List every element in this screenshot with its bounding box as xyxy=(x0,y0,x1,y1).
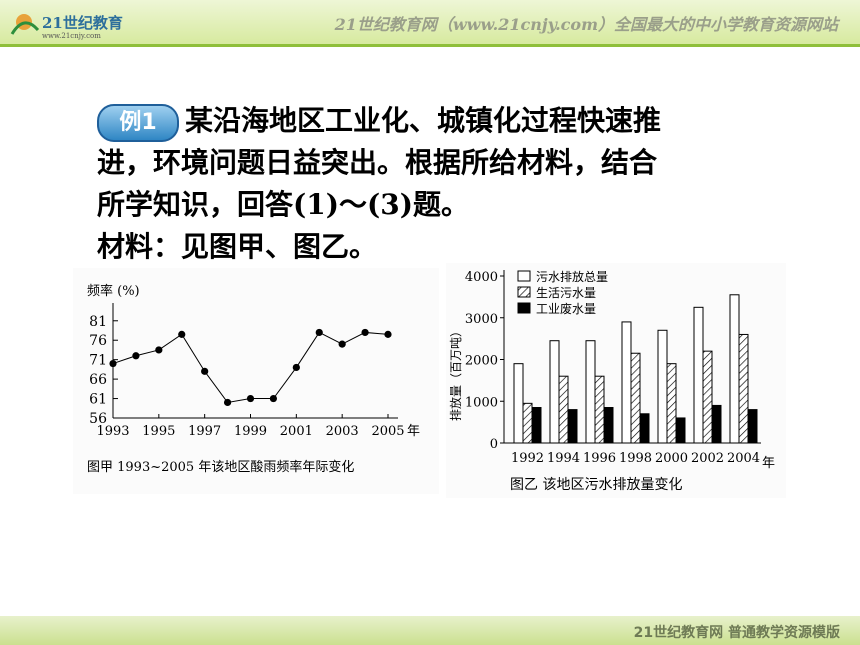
chart1-ylabel: 频率 (%) xyxy=(87,283,140,299)
chart2-bar xyxy=(711,404,722,444)
chart2-bar xyxy=(594,375,605,444)
chart1-point xyxy=(109,359,117,368)
chart1-point xyxy=(384,330,392,338)
chart2-bar xyxy=(675,417,686,444)
chart2-bar xyxy=(513,363,524,444)
chart1-point xyxy=(155,346,163,354)
question-line-4: 材料：见图甲、图乙。 xyxy=(97,230,378,263)
chart2-y-tick-label: 1000 xyxy=(465,395,498,410)
chart1-x-tick-label: 1999 xyxy=(234,424,267,439)
chart2-legend-swatch xyxy=(517,302,531,314)
chart1-x-unit: 年 xyxy=(407,424,420,439)
chart2-x-tick-label: 1994 xyxy=(547,451,580,466)
chart1-point xyxy=(178,330,186,338)
chart1-y-tick-label: 66 xyxy=(89,372,107,388)
chart2-bar xyxy=(603,407,614,444)
chart2-legend-swatch xyxy=(517,270,531,282)
chart1-point xyxy=(223,398,232,407)
chart2-bar xyxy=(702,350,713,444)
chart1-y-tick-label: 71 xyxy=(89,353,107,369)
chart1-y-tick-label: 56 xyxy=(89,411,107,427)
chart1-point xyxy=(292,363,300,372)
chart1-y-tick-label: 76 xyxy=(89,333,107,349)
chart2-bar xyxy=(747,409,758,444)
footer-text: 21世纪教育网 普通教学资源模版 xyxy=(633,625,840,641)
question-line-1: 例1 某沿海地区工业化、城镇化过程快速推 xyxy=(97,100,797,142)
chart1-x-tick-label: 1997 xyxy=(188,424,221,439)
site-name: 21世纪教育网（www.21cnjy.com）全国最大的中小学教育资源网站 xyxy=(334,15,838,34)
question-line-2: 进，环境问题日益突出。根据所给材料，结合 xyxy=(97,146,658,179)
chart1-x-tick-label: 1993 xyxy=(96,424,129,439)
chart1-point xyxy=(315,328,323,337)
chart2-bar xyxy=(567,409,578,444)
chart2-x-tick-label: 2002 xyxy=(691,451,724,466)
chart2-caption: 图乙 该地区污水排放量变化 xyxy=(510,477,682,493)
chart2-x-tick-label: 1996 xyxy=(583,451,616,466)
chart1-y-tick-label: 81 xyxy=(89,314,107,330)
chart2-legend-label: 生活污水量 xyxy=(536,286,596,300)
chart2-bar xyxy=(585,340,596,444)
wastewater-chart-svg: 排放量（百万吨） 年 图乙 该地区污水排放量变化 0 1000 2000 3000 40… xyxy=(448,269,775,493)
chart2-bar xyxy=(639,413,650,444)
chart2-legend-label: 工业废水量 xyxy=(536,301,596,316)
chart1-x-tick-label: 2005 xyxy=(371,424,404,439)
chart2-bar xyxy=(621,321,632,444)
chart1-point xyxy=(338,340,346,348)
question-line-1-text: 某沿海地区工业化、城镇化过程快速推 xyxy=(185,104,662,137)
chart2-x-tick-label: 1998 xyxy=(619,451,652,466)
chart2-y-tick-label: 4000 xyxy=(465,270,498,285)
acid-rain-chart-svg: 频率 (%) 年 图甲 1993~2005 年该地区酸雨频率年际变化 56 61 6… xyxy=(87,283,420,475)
chart2-legend-label: 污水排放总量 xyxy=(536,269,608,284)
chart2-legend-swatch xyxy=(517,286,531,298)
question-text: 例1 某沿海地区工业化、城镇化过程快速推 进，环境问题日益突出。根据所给材料，结合… xyxy=(97,100,797,268)
chart2-bar xyxy=(630,352,641,444)
chart1-point xyxy=(269,394,278,403)
chart1-point xyxy=(132,352,140,360)
chart2-bar xyxy=(657,329,668,444)
chart2-y-tick-label: 3000 xyxy=(465,312,498,327)
chart2-ylabel: 排放量（百万吨） xyxy=(448,325,463,421)
question-line-3: 所学知识，回答(1)～(3)题。 xyxy=(97,188,469,221)
chart1-caption: 图甲 1993~2005 年该地区酸雨频率年际变化 xyxy=(87,459,354,475)
site-logo: 21世纪教育 www.21cnjy.com xyxy=(10,14,123,40)
chart2-bar xyxy=(666,363,677,444)
chart2-y-tick-label: 2000 xyxy=(465,354,498,369)
chart2-bar xyxy=(558,375,569,444)
footer-bar: 21世纪教育网 普通教学资源模版 xyxy=(0,616,860,645)
logo-url: www.21cnjy.com xyxy=(42,32,101,40)
chart2-bar xyxy=(738,333,749,444)
acid-rain-chart: 频率 (%) 年 图甲 1993~2005 年该地区酸雨频率年际变化 56 61 6… xyxy=(73,268,439,494)
chart2-bar xyxy=(522,402,533,444)
chart2-x-tick-label: 2000 xyxy=(655,451,688,466)
header-divider xyxy=(0,44,860,47)
chart2-y-tick-label: 0 xyxy=(490,437,498,452)
chart1-x-tick-label: 2001 xyxy=(280,424,313,439)
chart1-point xyxy=(201,367,209,375)
chart2-bar xyxy=(549,340,560,444)
chart2-x-tick-label: 2004 xyxy=(727,451,760,466)
example-badge: 例1 xyxy=(97,103,179,142)
chart1-x-tick-label: 1995 xyxy=(142,424,175,439)
chart2-bar xyxy=(531,407,542,444)
wastewater-chart: 排放量（百万吨） 年 图乙 该地区污水排放量变化 0 1000 2000 3000 40… xyxy=(446,263,786,498)
chart2-bar xyxy=(729,294,740,444)
chart2-x-unit: 年 xyxy=(762,456,775,471)
chart2-bar xyxy=(693,306,704,444)
chart1-point xyxy=(246,394,255,403)
logo-text: 21世纪教育 xyxy=(42,14,123,32)
chart1-y-tick-label: 61 xyxy=(89,392,107,408)
chart2-x-tick-label: 1992 xyxy=(511,451,544,466)
chart1-x-tick-label: 2003 xyxy=(326,424,359,439)
header-bar: 21世纪教育 www.21cnjy.com 21世纪教育网（www.21cnjy… xyxy=(0,0,860,44)
chart1-point xyxy=(361,328,369,337)
chart1-series-line xyxy=(112,331,389,403)
